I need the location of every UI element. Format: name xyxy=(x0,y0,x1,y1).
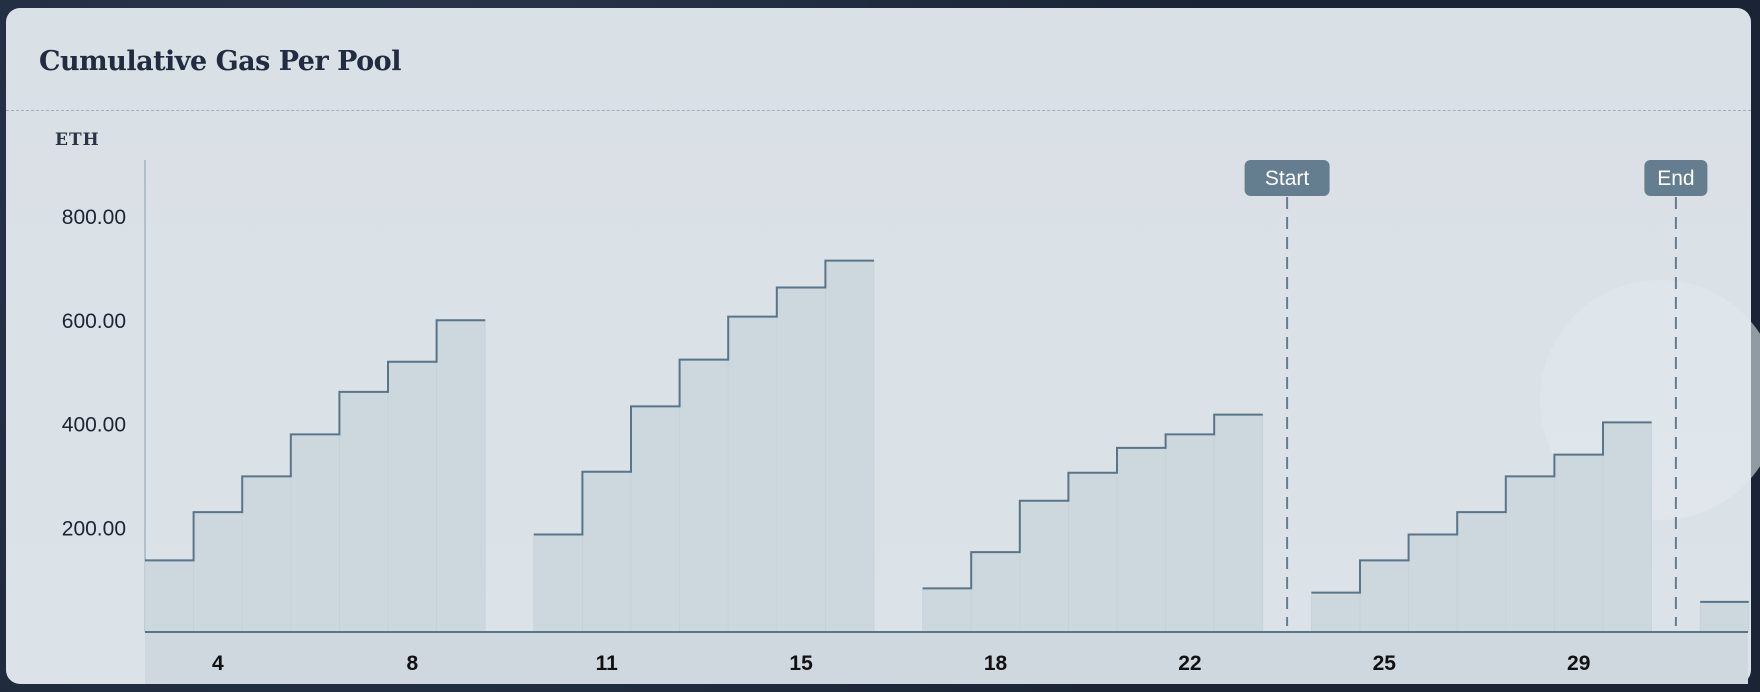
step-bar xyxy=(193,511,243,633)
step-bar xyxy=(630,406,680,633)
marker-label-end: End xyxy=(1657,167,1694,190)
step-bar xyxy=(776,287,826,633)
header-divider xyxy=(6,110,1751,111)
x-tick-label: 22 xyxy=(1178,652,1201,675)
x-tick-label: 11 xyxy=(596,652,619,675)
marker-label-start: Start xyxy=(1265,167,1310,190)
step-line xyxy=(533,259,874,536)
step-bar xyxy=(1019,500,1069,633)
step-bar xyxy=(1456,511,1507,633)
step-bar xyxy=(1359,560,1409,633)
x-tick-label: 18 xyxy=(984,652,1008,675)
x-tick-label: 29 xyxy=(1567,652,1590,675)
step-bar xyxy=(1311,592,1361,633)
step-line xyxy=(1311,421,1652,594)
step-line xyxy=(145,319,486,562)
step-bar xyxy=(1165,434,1215,633)
y-tick-label: 400.00 xyxy=(62,414,126,437)
step-bar xyxy=(825,260,875,633)
step-bar xyxy=(727,316,778,633)
x-tick-label: 8 xyxy=(406,652,418,675)
step-bar xyxy=(339,391,389,633)
step-bar xyxy=(533,534,583,633)
marker-badge-start xyxy=(1244,160,1330,196)
step-bar xyxy=(1602,422,1652,633)
step-bar xyxy=(144,560,194,633)
step-bar xyxy=(922,588,972,633)
step-bar xyxy=(1505,476,1555,633)
x-tick-label: 4 xyxy=(212,652,224,675)
marker-badge-end xyxy=(1644,160,1708,196)
step-bar xyxy=(1408,534,1458,633)
step-bar xyxy=(1699,601,1750,633)
y-tick-label: 600.00 xyxy=(62,310,126,333)
step-bar xyxy=(582,471,632,633)
step-bar xyxy=(1554,454,1604,633)
x-tick-label: 25 xyxy=(1373,652,1397,675)
step-bar xyxy=(290,434,340,633)
step-bar xyxy=(679,359,729,633)
x-tick-label: 15 xyxy=(789,652,813,675)
step-line xyxy=(922,413,1263,590)
step-bar xyxy=(1116,447,1166,633)
step-bar xyxy=(1068,472,1118,633)
y-tick-label: 800.00 xyxy=(62,206,126,229)
y-axis-label: ETH xyxy=(55,130,100,150)
step-bar xyxy=(241,476,292,633)
step-bar xyxy=(970,551,1021,633)
y-tick-label: 200.00 xyxy=(62,517,126,540)
step-bar xyxy=(387,361,437,633)
step-bar xyxy=(436,319,486,633)
chart-title: Cumulative Gas Per Pool xyxy=(39,46,401,77)
x-axis-band xyxy=(145,632,1748,684)
step-bar xyxy=(1213,414,1264,633)
